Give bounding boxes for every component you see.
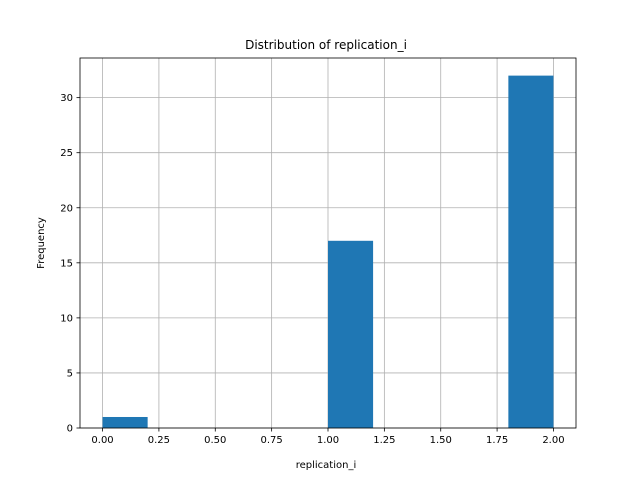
x-tick-label: 0.50	[204, 435, 226, 446]
histogram-bar	[328, 240, 374, 428]
ticks: 0.00 0.25 0.50 0.75 1.00 1.25 1.50 1.75 2.00 0 5 10…	[60, 93, 564, 446]
y-axis-label: Frequency	[36, 217, 47, 269]
y-tick-label: 10	[60, 313, 73, 324]
bars	[102, 75, 554, 428]
y-tick-label: 20	[60, 203, 73, 214]
histogram-bar	[508, 75, 554, 428]
y-tick-label: 0	[67, 424, 73, 435]
y-tick-label: 25	[60, 148, 73, 159]
histogram-bar	[102, 416, 148, 428]
x-axis-label: replication_i	[296, 460, 357, 471]
x-tick-label: 1.25	[373, 435, 395, 446]
y-tick-label: 5	[67, 368, 73, 379]
x-tick-label: 2.00	[542, 435, 564, 446]
x-tick-label: 1.50	[430, 435, 452, 446]
x-tick-label: 0.25	[148, 435, 170, 446]
x-tick-label: 0.75	[261, 435, 283, 446]
y-tick-label: 30	[60, 93, 73, 104]
y-tick-label: 15	[60, 258, 73, 269]
x-tick-label: 1.00	[317, 435, 339, 446]
chart-title: Distribution of replication_i	[245, 38, 407, 52]
x-tick-label: 1.75	[486, 435, 508, 446]
x-tick-label: 0.00	[91, 435, 113, 446]
